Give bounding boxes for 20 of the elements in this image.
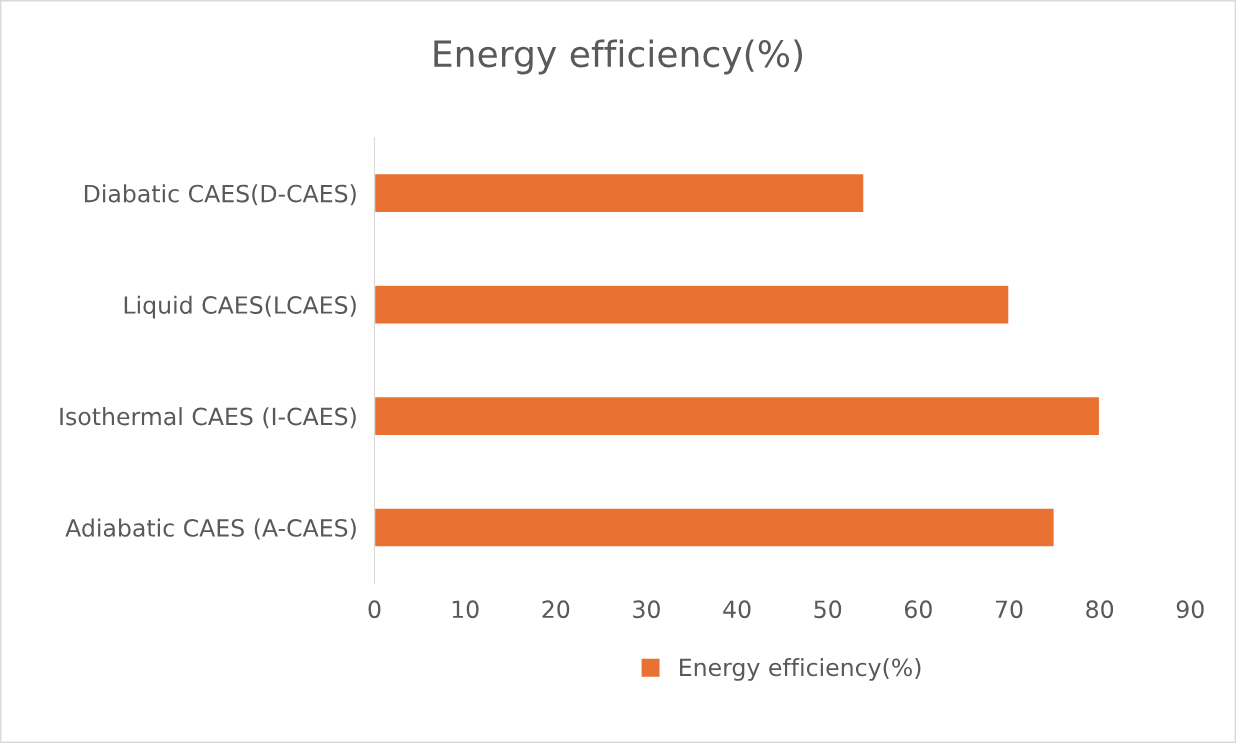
bar [374, 507, 1056, 548]
x-tick-label: 10 [452, 600, 479, 619]
bar [374, 172, 865, 214]
y-tick-label: Adiabatic CAES (A-CAES) [65, 518, 356, 540]
x-tick-label: 20 [542, 600, 570, 619]
x-tick-label: 60 [904, 600, 932, 619]
x-tick-label: 80 [1086, 600, 1114, 619]
bar [374, 284, 1010, 325]
x-tick-label: 70 [995, 600, 1023, 619]
legend-label: Energy efficiency(%) [680, 658, 921, 681]
x-tick-label: 90 [1176, 600, 1204, 619]
x-tick-label: 30 [633, 600, 660, 619]
x-tick-label: 0 [368, 600, 381, 619]
chart-title: Energy efficiency(%) [434, 39, 803, 75]
y-tick-label: Liquid CAES(LCAES) [124, 295, 356, 319]
y-tick-label: Diabatic CAES(D-CAES) [84, 184, 356, 206]
bar [374, 395, 1101, 437]
x-tick-label: 40 [723, 600, 751, 619]
y-tick-label: Isothermal CAES (I-CAES) [60, 407, 356, 429]
x-tick-label: 50 [814, 600, 842, 619]
